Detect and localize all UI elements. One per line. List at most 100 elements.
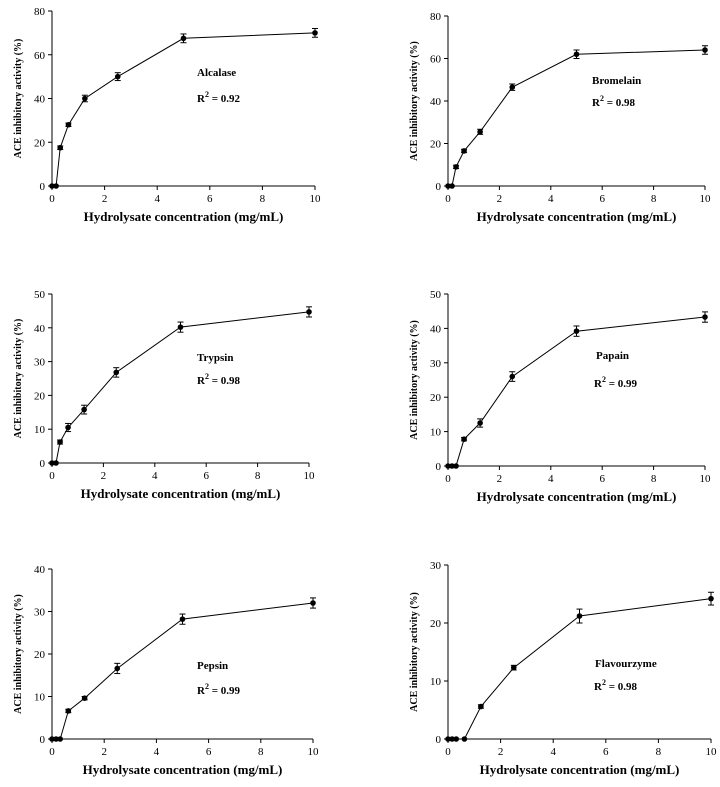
data-point [49, 460, 55, 466]
r-squared-label: R2 = 0.99 [197, 682, 240, 697]
y-tick-label: 80 [430, 11, 442, 23]
data-point [510, 664, 517, 671]
y-tick-label: 10 [430, 427, 442, 439]
x-tick-label: 0 [49, 470, 55, 482]
x-tick-label: 2 [101, 746, 107, 758]
data-point [114, 665, 121, 672]
x-tick-label: 2 [102, 193, 108, 205]
data-point [57, 144, 64, 151]
enzyme-label: Pepsin [197, 660, 228, 672]
chart-panel-flavourzyme: 0 10 20 30 0 2 4 6 8 10 Hydrolysate concentration … [409, 560, 717, 777]
x-tick-label: 6 [603, 746, 609, 758]
x-tick-label: 2 [497, 193, 503, 205]
x-axis-title: Hydrolysate concentration (mg/mL) [84, 209, 284, 224]
x-tick-label: 6 [599, 193, 605, 205]
r-squared-label: R2 = 0.98 [594, 678, 637, 693]
series-line [52, 32, 316, 187]
data-point [461, 436, 467, 442]
data-point [310, 600, 316, 606]
r-squared-value: 0.98 [221, 375, 241, 387]
data-point [708, 595, 714, 602]
data-point [445, 183, 451, 189]
y-tick-label: 0 [40, 181, 46, 193]
series-line [52, 311, 310, 464]
y-tick-label: 50 [430, 289, 442, 301]
y-axis-title: ACE inhibitory activity (%) [409, 320, 420, 440]
data-point [81, 695, 88, 701]
data-point [573, 328, 580, 334]
data-point [461, 736, 468, 742]
y-axis-title: ACE inhibitory activity (%) [13, 319, 24, 439]
y-tick-label: 30 [34, 357, 46, 369]
r-squared-label: R2 = 0.98 [592, 94, 635, 109]
x-tick-label: 10 [700, 193, 712, 205]
series-line [448, 316, 706, 467]
data-point [53, 736, 59, 742]
x-axis-title: Hydrolysate concentration (mg/mL) [83, 762, 283, 777]
x-tick-label: 4 [548, 193, 554, 205]
x-tick-label: 10 [308, 746, 320, 758]
data-point [449, 183, 455, 189]
x-tick-label: 10 [304, 470, 316, 482]
x-tick-label: 4 [154, 193, 160, 205]
y-tick-label: 50 [34, 289, 46, 301]
data-point [453, 164, 459, 170]
x-tick-label: 6 [207, 193, 213, 205]
x-tick-label: 10 [706, 746, 718, 758]
y-tick-label: 0 [436, 181, 442, 193]
data-point [65, 424, 71, 431]
r-squared-label: R2 = 0.99 [594, 375, 637, 390]
x-tick-label: 8 [260, 193, 266, 205]
data-point [65, 708, 72, 714]
x-tick-label: 10 [310, 193, 322, 205]
y-tick-label: 30 [430, 560, 442, 572]
y-tick-label: 30 [430, 358, 442, 370]
enzyme-label: Papain [596, 350, 629, 362]
data-point [65, 121, 72, 128]
x-tick-label: 0 [445, 193, 451, 205]
y-axis-title: ACE inhibitory activity (%) [409, 41, 420, 161]
data-point [461, 148, 467, 154]
y-tick-label: 10 [34, 424, 46, 436]
chart-panel-alcalase: 0 20 40 60 80 0 2 4 6 8 10 Hydrolysate concentratio… [13, 6, 321, 224]
data-point [445, 736, 451, 742]
data-point [509, 84, 516, 90]
x-tick-label: 4 [152, 470, 158, 482]
chart-panel-pepsin: 0 10 20 30 40 0 2 4 6 8 10 Hydrolysate concentratio… [13, 564, 319, 777]
y-tick-label: 40 [34, 323, 46, 335]
chart-panel-trypsin: 0 10 20 30 40 50 0 2 4 6 8 10 Hydrolysate concentrat… [13, 289, 315, 501]
data-point [179, 616, 186, 622]
y-tick-label: 40 [430, 96, 442, 108]
data-point [177, 324, 184, 330]
x-axis-title: Hydrolysate concentration (mg/mL) [477, 489, 677, 504]
y-tick-label: 60 [430, 54, 442, 66]
x-tick-label: 2 [497, 473, 503, 485]
x-tick-label: 10 [700, 473, 712, 485]
r-squared-label: R2 = 0.98 [197, 372, 240, 387]
y-tick-label: 0 [436, 461, 442, 473]
x-tick-label: 8 [255, 470, 261, 482]
r-squared-value: 0.98 [616, 97, 636, 109]
y-tick-label: 20 [430, 139, 442, 151]
x-axis-title: Hydrolysate concentration (mg/mL) [480, 762, 680, 777]
r-squared-value: 0.98 [618, 681, 638, 693]
data-point [702, 47, 708, 53]
x-axis-title: Hydrolysate concentration (mg/mL) [81, 486, 281, 501]
x-tick-label: 2 [498, 746, 504, 758]
y-tick-label: 40 [430, 323, 442, 335]
y-axis-title: ACE inhibitory activity (%) [13, 39, 24, 159]
y-tick-label: 20 [34, 649, 46, 661]
y-tick-label: 40 [34, 564, 46, 576]
data-point [453, 463, 459, 469]
data-point [53, 183, 59, 189]
y-tick-label: 30 [34, 607, 46, 619]
data-point [306, 309, 312, 315]
x-tick-label: 6 [599, 473, 605, 485]
data-point [49, 736, 55, 742]
x-tick-label: 6 [203, 470, 209, 482]
x-tick-label: 2 [101, 470, 107, 482]
data-point [57, 736, 63, 742]
data-point [573, 51, 580, 58]
y-tick-label: 10 [430, 676, 442, 688]
